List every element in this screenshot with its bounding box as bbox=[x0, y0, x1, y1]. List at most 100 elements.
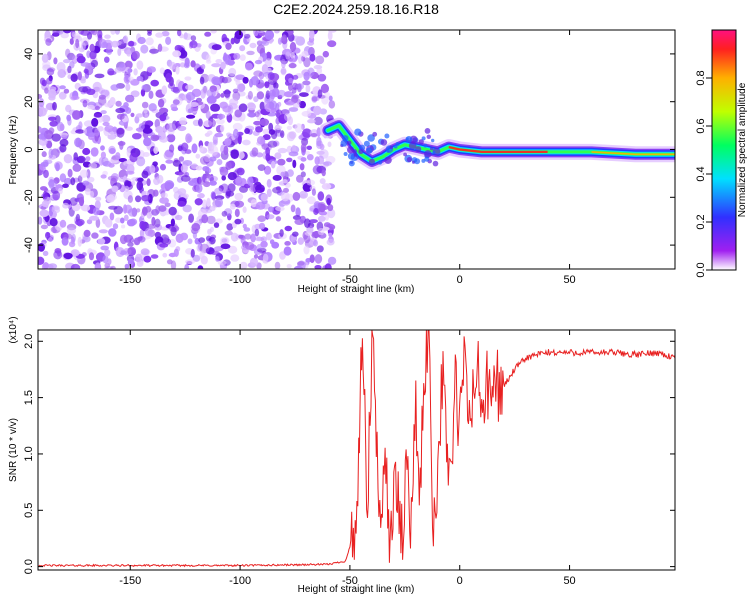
noise-speck bbox=[69, 38, 74, 45]
noise-speck bbox=[163, 150, 174, 160]
noise-speck bbox=[244, 241, 255, 250]
noise-speck bbox=[283, 187, 289, 193]
noise-speck bbox=[142, 206, 148, 216]
noise-speck bbox=[108, 145, 116, 155]
noise-speck bbox=[301, 110, 312, 117]
colorbar: 0.0 0.2 0.4 0.6 0.8 Normalized spectral ampl… bbox=[695, 29, 748, 278]
noise-speck bbox=[244, 128, 251, 134]
noise-speck bbox=[244, 233, 252, 240]
noise-speck bbox=[124, 263, 130, 269]
noise-speck bbox=[302, 128, 312, 138]
x-tick-label: -50 bbox=[342, 274, 358, 286]
noise-speck bbox=[70, 177, 76, 186]
noise-speck bbox=[161, 31, 170, 37]
noise-speck bbox=[156, 174, 164, 184]
noise-speck bbox=[293, 265, 304, 269]
noise-speck bbox=[59, 85, 66, 90]
noise-speck bbox=[106, 194, 115, 203]
noise-speck bbox=[38, 216, 43, 225]
noise-speck bbox=[52, 30, 60, 36]
noise-speck bbox=[94, 73, 105, 79]
noise-speck bbox=[201, 63, 206, 70]
noise-speck bbox=[100, 245, 109, 251]
noise-speck bbox=[282, 179, 288, 184]
noise-speck bbox=[267, 140, 278, 148]
noise-speck bbox=[260, 193, 269, 202]
noise-speck bbox=[104, 34, 111, 39]
noise-speck bbox=[192, 231, 197, 239]
noise-speck bbox=[212, 134, 218, 145]
noise-speck bbox=[255, 126, 263, 133]
noise-speck bbox=[270, 160, 276, 169]
noise-speck bbox=[108, 205, 118, 210]
noise-speck bbox=[284, 241, 291, 246]
noise-speck bbox=[52, 101, 57, 111]
noise-speck bbox=[77, 71, 83, 81]
noise-speck bbox=[84, 188, 91, 196]
noise-speck bbox=[280, 171, 286, 177]
noise-speck bbox=[170, 218, 175, 227]
noise-speck bbox=[247, 102, 255, 108]
noise-speck bbox=[127, 195, 133, 203]
noise-speck bbox=[236, 83, 246, 93]
noise-speck bbox=[102, 121, 110, 127]
noise-speck bbox=[185, 133, 192, 144]
noise-speck bbox=[310, 133, 318, 137]
noise-speck bbox=[75, 137, 82, 148]
signal-blob bbox=[363, 140, 370, 147]
noise-speck bbox=[115, 100, 122, 107]
signal-blob bbox=[405, 137, 409, 141]
colorbar-tick-label: 0.2 bbox=[695, 214, 707, 229]
noise-speck bbox=[255, 184, 265, 194]
noise-speck bbox=[40, 186, 48, 191]
noise-speck bbox=[224, 89, 231, 98]
noise-speck bbox=[115, 152, 121, 160]
noise-speck bbox=[166, 123, 176, 132]
noise-speck bbox=[159, 114, 167, 122]
noise-speck bbox=[272, 174, 282, 181]
noise-speck bbox=[63, 177, 73, 186]
noise-speck bbox=[63, 30, 72, 34]
noise-speck bbox=[72, 110, 81, 120]
noise-speck bbox=[145, 37, 154, 46]
noise-speck bbox=[190, 35, 197, 42]
noise-speck bbox=[148, 103, 157, 112]
noise-speck bbox=[285, 51, 291, 60]
noise-speck bbox=[227, 104, 234, 115]
noise-speck bbox=[140, 248, 150, 256]
noise-speck bbox=[143, 255, 152, 263]
noise-speck bbox=[233, 128, 239, 139]
noise-speck bbox=[291, 144, 297, 154]
noise-speck bbox=[214, 132, 224, 138]
noise-speck bbox=[314, 254, 323, 264]
noise-speck bbox=[141, 101, 149, 109]
signal-blob bbox=[347, 146, 355, 154]
signal-blob bbox=[384, 133, 390, 139]
noise-speck bbox=[249, 42, 257, 49]
noise-speck bbox=[323, 161, 332, 166]
noise-speck bbox=[125, 83, 131, 91]
noise-speck bbox=[195, 165, 203, 171]
noise-speck bbox=[108, 163, 115, 168]
noise-speck bbox=[78, 86, 88, 93]
noise-speck bbox=[63, 252, 73, 260]
noise-speck bbox=[264, 165, 272, 175]
noise-speck bbox=[243, 33, 251, 39]
noise-speck bbox=[162, 252, 168, 258]
noise-speck bbox=[208, 118, 217, 128]
noise-speck bbox=[317, 89, 323, 99]
noise-speck bbox=[253, 254, 259, 259]
signal-blob bbox=[366, 147, 373, 154]
noise-speck bbox=[264, 81, 270, 87]
noise-speck bbox=[236, 167, 245, 176]
noise-speck bbox=[71, 55, 78, 64]
y-tick-label: 0 bbox=[23, 146, 35, 152]
noise-speck bbox=[210, 103, 221, 112]
noise-speck bbox=[73, 35, 82, 43]
noise-speck bbox=[132, 133, 142, 140]
signal-blob bbox=[421, 136, 426, 141]
noise-speck bbox=[199, 145, 204, 153]
noise-speck bbox=[89, 50, 97, 60]
noise-speck bbox=[121, 224, 126, 229]
noise-speck bbox=[127, 246, 136, 256]
